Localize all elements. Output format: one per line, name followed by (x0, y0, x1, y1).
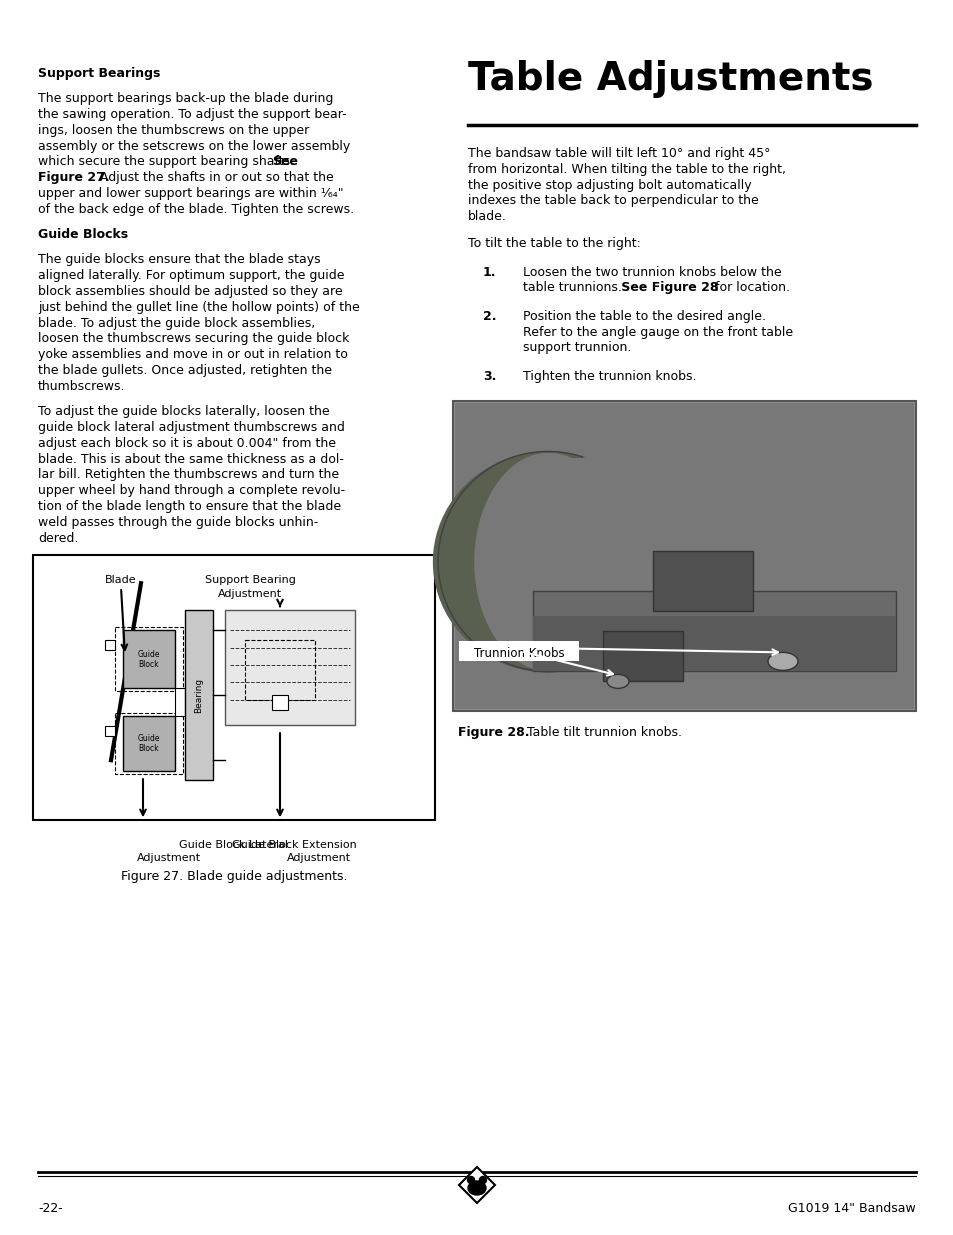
Text: blade.: blade. (468, 210, 506, 224)
Text: Tighten the trunnion knobs.: Tighten the trunnion knobs. (522, 369, 696, 383)
Text: which secure the support bearing shafts.: which secure the support bearing shafts. (38, 156, 297, 168)
Bar (105, 640, 115, 650)
Text: 2.: 2. (482, 310, 496, 322)
Text: The support bearings back-up the blade during: The support bearings back-up the blade d… (38, 93, 333, 105)
Text: Guide Blocks: Guide Blocks (38, 228, 128, 241)
Text: Refer to the angle gauge on the front table: Refer to the angle gauge on the front ta… (522, 326, 792, 338)
Ellipse shape (479, 1177, 486, 1183)
Bar (453, 401, 915, 711)
Text: Guide Block Lateral: Guide Block Lateral (179, 840, 288, 850)
Text: To adjust the guide blocks laterally, loosen the: To adjust the guide blocks laterally, lo… (38, 405, 330, 419)
Bar (185, 610, 213, 781)
Text: Bearing: Bearing (194, 678, 203, 713)
Text: Adjustment: Adjustment (217, 589, 282, 599)
Text: The guide blocks ensure that the blade stays: The guide blocks ensure that the blade s… (38, 253, 320, 267)
Bar (245, 640, 314, 700)
Text: 1.: 1. (482, 266, 496, 279)
Text: of the back edge of the blade. Tighten the screws.: of the back edge of the blade. Tighten t… (38, 203, 354, 216)
Bar (33, 556, 435, 820)
Text: just behind the gullet line (the hollow points) of the: just behind the gullet line (the hollow … (38, 301, 359, 314)
Bar (272, 695, 288, 710)
Ellipse shape (468, 1181, 485, 1195)
Text: support trunnion.: support trunnion. (522, 341, 631, 354)
Bar (115, 627, 183, 692)
Text: -22-: -22- (38, 1202, 63, 1215)
Text: To tilt the table to the right:: To tilt the table to the right: (468, 237, 640, 249)
Text: dered.: dered. (38, 531, 78, 545)
Text: Table tilt trunnion knobs.: Table tilt trunnion knobs. (522, 726, 681, 740)
Text: upper wheel by hand through a complete revolu-: upper wheel by hand through a complete r… (38, 484, 345, 498)
Bar (115, 714, 183, 774)
Text: loosen the thumbscrews securing the guide block: loosen the thumbscrews securing the guid… (38, 332, 349, 346)
Ellipse shape (767, 652, 797, 671)
Bar (105, 726, 115, 736)
Text: for location.: for location. (710, 282, 789, 294)
Text: adjust each block so it is about 0.004" from the: adjust each block so it is about 0.004" … (38, 437, 335, 450)
Text: See: See (272, 156, 297, 168)
Text: Trunnion Knobs: Trunnion Knobs (474, 647, 564, 659)
Text: Guide
Block: Guide Block (137, 734, 160, 753)
Text: The bandsaw table will tilt left 10° and right 45°: The bandsaw table will tilt left 10° and… (468, 147, 770, 161)
Bar (533, 592, 895, 672)
Text: thumbscrews.: thumbscrews. (38, 380, 126, 393)
Text: table trunnions.: table trunnions. (522, 282, 621, 294)
Text: Support Bearing: Support Bearing (204, 576, 295, 585)
Text: yoke assemblies and move in or out in relation to: yoke assemblies and move in or out in re… (38, 348, 348, 362)
Bar (455, 404, 913, 709)
Text: Loosen the two trunnion knobs below the: Loosen the two trunnion knobs below the (522, 266, 781, 279)
Text: the blade gullets. Once adjusted, retighten the: the blade gullets. Once adjusted, retigh… (38, 364, 332, 377)
Text: Figure 27. Blade guide adjustments.: Figure 27. Blade guide adjustments. (121, 871, 347, 883)
Ellipse shape (606, 674, 628, 688)
Text: Adjustment: Adjustment (137, 853, 201, 863)
Text: from horizontal. When tilting the table to the right,: from horizontal. When tilting the table … (468, 163, 785, 175)
Text: weld passes through the guide blocks unhin-: weld passes through the guide blocks unh… (38, 516, 318, 529)
Text: aligned laterally. For optimum support, the guide: aligned laterally. For optimum support, … (38, 269, 344, 283)
Text: Figure 27.: Figure 27. (38, 172, 110, 184)
Bar (123, 630, 174, 688)
Text: 3.: 3. (482, 369, 496, 383)
Polygon shape (458, 1167, 495, 1203)
Text: lar bill. Retighten the thumbscrews and turn the: lar bill. Retighten the thumbscrews and … (38, 468, 338, 482)
Text: blade. This is about the same thickness as a dol-: blade. This is about the same thickness … (38, 452, 343, 466)
Text: Adjust the shafts in or out so that the: Adjust the shafts in or out so that the (96, 172, 334, 184)
Text: Figure 28.: Figure 28. (457, 726, 529, 740)
Text: ings, loosen the thumbscrews on the upper: ings, loosen the thumbscrews on the uppe… (38, 124, 309, 137)
Bar (652, 551, 752, 611)
Text: Table Adjustments: Table Adjustments (468, 61, 873, 98)
Text: the sawing operation. To adjust the support bear-: the sawing operation. To adjust the supp… (38, 109, 346, 121)
Text: Support Bearings: Support Bearings (38, 67, 160, 80)
Text: See Figure 28: See Figure 28 (617, 282, 718, 294)
Text: blade. To adjust the guide block assemblies,: blade. To adjust the guide block assembl… (38, 316, 314, 330)
Text: indexes the table back to perpendicular to the: indexes the table back to perpendicular … (468, 194, 758, 207)
Bar (602, 631, 682, 682)
Text: G1019 14" Bandsaw: G1019 14" Bandsaw (787, 1202, 915, 1215)
Text: assembly or the setscrews on the lower assembly: assembly or the setscrews on the lower a… (38, 140, 350, 153)
Bar (225, 610, 355, 725)
Text: Blade: Blade (105, 576, 136, 585)
Text: Position the table to the desired angle.: Position the table to the desired angle. (522, 310, 765, 322)
Text: block assemblies should be adjusted so they are: block assemblies should be adjusted so t… (38, 285, 342, 298)
Text: tion of the blade length to ensure that the blade: tion of the blade length to ensure that … (38, 500, 341, 513)
Bar (123, 716, 174, 771)
Text: Guide
Block: Guide Block (137, 650, 160, 669)
Bar (533, 616, 895, 672)
Text: Adjustment: Adjustment (287, 853, 351, 863)
Text: the positive stop adjusting bolt automatically: the positive stop adjusting bolt automat… (468, 179, 751, 191)
Ellipse shape (467, 1177, 474, 1183)
Bar (174, 688, 185, 716)
Text: guide block lateral adjustment thumbscrews and: guide block lateral adjustment thumbscre… (38, 421, 345, 433)
Bar (458, 641, 578, 662)
Text: upper and lower support bearings are within ¹⁄₆₄": upper and lower support bearings are wit… (38, 186, 343, 200)
Text: Guide Block Extension: Guide Block Extension (232, 840, 356, 850)
